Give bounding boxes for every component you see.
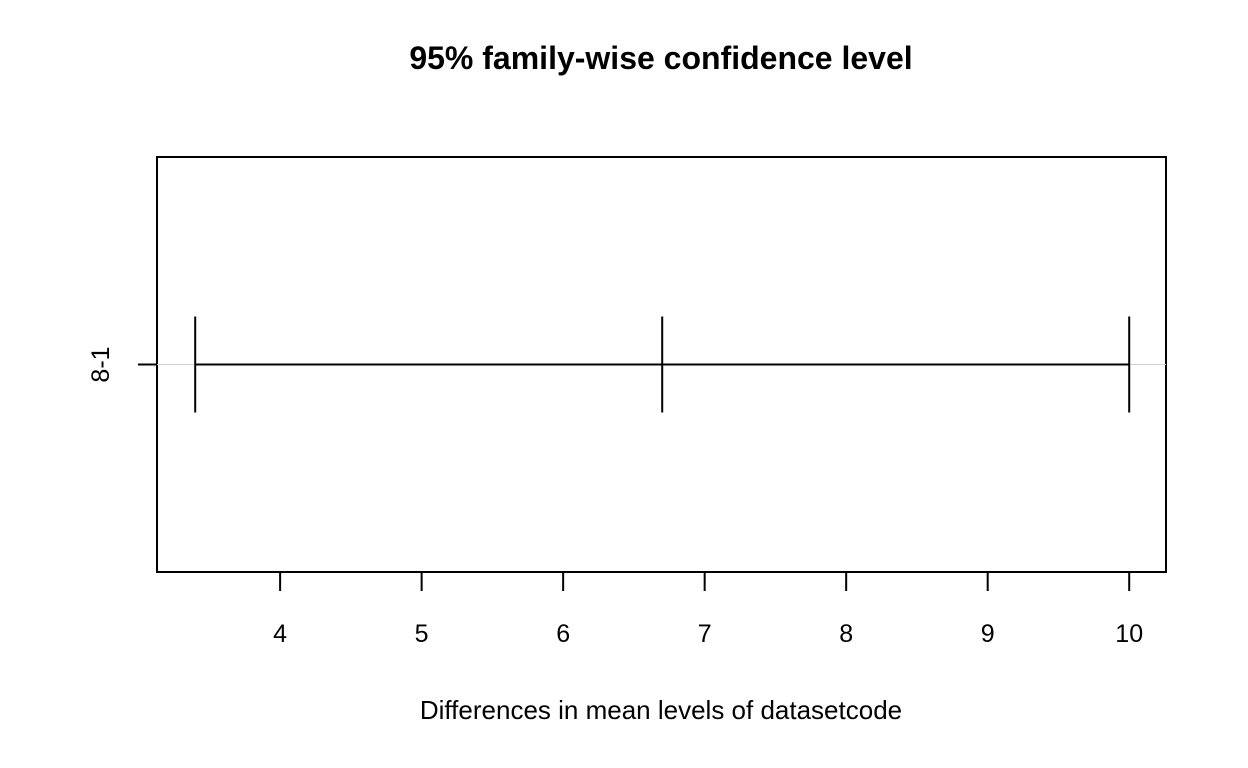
interval-marks	[157, 316, 1166, 413]
x-tick-label: 6	[556, 620, 570, 648]
x-axis-label: Differences in mean levels of datasetcod…	[420, 695, 902, 725]
x-tick-label: 8	[839, 620, 853, 648]
y-axis: 8-1	[87, 346, 157, 383]
x-tick-label: 4	[273, 620, 287, 648]
chart-title: 95% family-wise confidence level	[409, 40, 912, 76]
x-tick-label: 9	[981, 620, 995, 648]
x-tick-label: 5	[415, 620, 429, 648]
y-tick-label: 8-1	[87, 346, 115, 382]
x-tick-label: 10	[1115, 620, 1143, 648]
x-axis: 4 5 6 7 8 9 10	[273, 571, 1143, 648]
x-tick-label: 7	[698, 620, 712, 648]
